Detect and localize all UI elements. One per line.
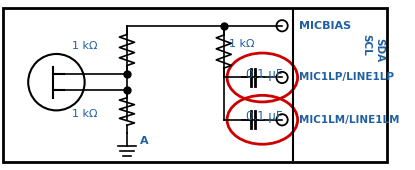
Text: MIC1LP/LINE1LP: MIC1LP/LINE1LP	[299, 72, 394, 82]
Text: 0.1 μF: 0.1 μF	[246, 110, 283, 123]
Text: 1 kΩ: 1 kΩ	[229, 39, 255, 49]
Text: SCL: SCL	[362, 34, 372, 55]
Text: MIC1LM/LINE1LM: MIC1LM/LINE1LM	[299, 115, 400, 125]
Text: SDA: SDA	[374, 38, 384, 62]
Text: 1 kΩ: 1 kΩ	[72, 109, 98, 119]
Text: 0.1 μF: 0.1 μF	[246, 68, 283, 81]
Text: 1 kΩ: 1 kΩ	[72, 41, 98, 51]
Text: A: A	[140, 136, 149, 146]
Text: MICBIAS: MICBIAS	[299, 21, 351, 31]
